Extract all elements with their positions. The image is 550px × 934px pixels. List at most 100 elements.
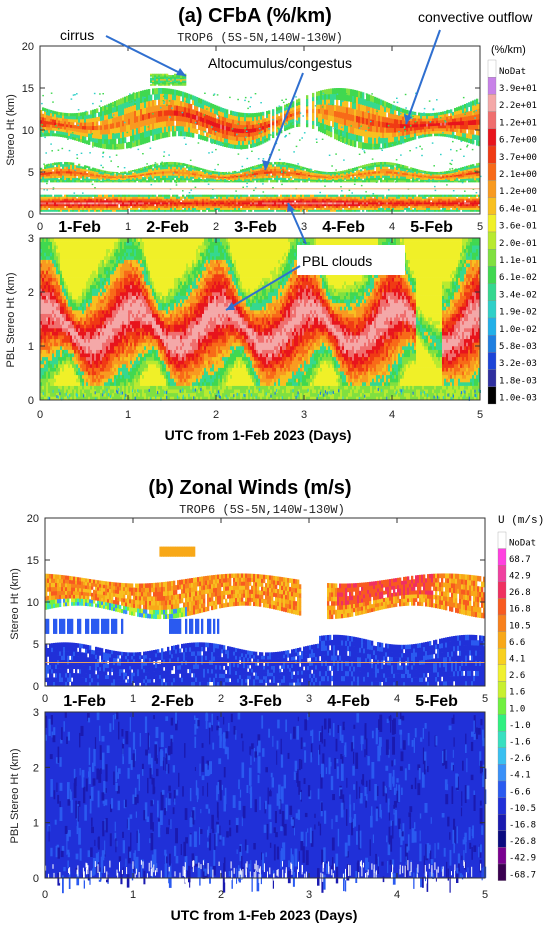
colorbar-label: 1.6 — [509, 688, 525, 698]
chart-a-lower-plot — [39, 237, 481, 401]
colorbar-label: 1.1e-01 — [499, 256, 537, 266]
day-label: 1-Feb — [63, 693, 106, 710]
x-tick-label: 3 — [301, 409, 307, 421]
colorbar-label: -6.6 — [509, 787, 531, 797]
colorbar-label: 2.6 — [509, 671, 525, 681]
x-tick-label: 5 — [477, 409, 483, 421]
day-label: 2-Feb — [146, 219, 189, 236]
colorbar-label: -42.9 — [509, 854, 536, 864]
x-tick-label-upper: 1 — [125, 221, 131, 233]
colorbar-swatch — [497, 797, 507, 815]
colorbar-swatch — [487, 59, 497, 78]
colorbar-swatch — [487, 369, 497, 387]
pbl-y-tick-label: 1 — [28, 341, 34, 353]
colorbar-label: 42.9 — [509, 571, 531, 581]
colorbar-swatch — [497, 764, 507, 782]
chart-a-lower-field — [40, 238, 481, 401]
chart-a-colorbar: NoDat 3.9e+01 2.2e+01 1.2e+01 6.7e+00 3.7e+00… — [487, 59, 537, 405]
y-tick-label: 15 — [22, 83, 34, 95]
pbl-y-tick-label: 3 — [28, 233, 34, 245]
chart-b-lower-plot — [44, 711, 487, 894]
colorbar-label: 1.8e-03 — [499, 376, 537, 386]
x-tick-label: 3 — [306, 889, 312, 901]
colorbar-swatch — [497, 714, 507, 732]
chart-a-subtitle: TROP6 (5S-5N,140W-130W) — [177, 31, 343, 45]
colorbar-label: 3.4e-02 — [499, 290, 537, 300]
x-tick-label: 0 — [42, 889, 48, 901]
y-tick-label: 20 — [27, 513, 39, 525]
colorbar-label: 3.2e-03 — [499, 359, 537, 369]
day-label: 2-Feb — [151, 693, 194, 710]
colorbar-swatch — [487, 214, 497, 233]
colorbar-label: 3.9e+01 — [499, 84, 537, 94]
colorbar-label: 10.5 — [509, 621, 531, 631]
colorbar-label: 68.7 — [509, 555, 531, 565]
y-tick-label: 15 — [27, 555, 39, 567]
y-tick-label: 5 — [28, 167, 34, 179]
colorbar-swatch — [497, 648, 507, 665]
colorbar-swatch — [487, 352, 497, 370]
colorbar-swatch — [487, 335, 497, 353]
colorbar-label: -1.6 — [509, 737, 531, 747]
colorbar-label: 1.2e+01 — [499, 118, 537, 128]
annotation-pbl-clouds: PBL clouds — [302, 253, 372, 269]
x-tick-label-upper: 5 — [477, 221, 483, 233]
chart-a-lower-ylabel: PBL Stereo Ht (km) — [5, 273, 17, 368]
x-tick-label: 1 — [130, 889, 136, 901]
colorbar-label: NoDat — [509, 538, 536, 548]
colorbar-label: 6.6 — [509, 638, 525, 648]
chart-b-upper-field — [45, 546, 486, 687]
y-tick-label: 0 — [33, 681, 39, 693]
chart-b-upper-plot — [44, 517, 486, 687]
colorbar-label: 6.1e-02 — [499, 273, 537, 283]
chart-b-title: (b) Zonal Winds (m/s) — [148, 477, 351, 499]
x-tick-label: 4 — [389, 409, 395, 421]
x-tick-label-upper: 5 — [482, 693, 488, 705]
colorbar-label: -26.8 — [509, 837, 536, 847]
y-tick-label: 0 — [28, 209, 34, 221]
colorbar-swatch — [497, 731, 507, 748]
colorbar-swatch — [487, 300, 497, 319]
colorbar-label: -10.5 — [509, 804, 536, 814]
day-label: 3-Feb — [234, 219, 277, 236]
colorbar-label: 2.2e+01 — [499, 101, 537, 111]
colorbar-label: 1.0 — [509, 704, 525, 714]
colorbar-swatch — [497, 780, 507, 798]
colorbar-label: -16.8 — [509, 820, 536, 830]
colorbar-label: 1.0e-03 — [499, 394, 537, 404]
x-tick-label-upper: 0 — [37, 221, 43, 233]
day-label: 1-Feb — [58, 219, 101, 236]
colorbar-swatch — [487, 111, 497, 129]
colorbar-swatch — [497, 830, 507, 848]
x-tick-label: 2 — [213, 409, 219, 421]
pbl-y-tick-label: 1 — [33, 818, 39, 830]
y-tick-label: 5 — [33, 639, 39, 651]
x-tick-label-upper: 3 — [301, 221, 307, 233]
day-label: 5-Feb — [410, 219, 453, 236]
colorbar-label: 2.1e+00 — [499, 170, 537, 180]
chart-a-title: (a) CFbA (%/km) — [178, 5, 332, 27]
colorbar-swatch — [497, 681, 507, 699]
colorbar-swatch — [497, 614, 507, 632]
chart-b-upper-ylabel: Stereo Ht (km) — [9, 568, 21, 640]
colorbar-swatch — [487, 94, 497, 112]
colorbar-swatch — [497, 631, 507, 649]
colorbar-swatch — [487, 145, 497, 164]
colorbar-label: 1.2e+00 — [499, 187, 537, 197]
x-tick-label: 1 — [125, 409, 131, 421]
colorbar-swatch — [497, 814, 507, 831]
colorbar-label: 3.7e+00 — [499, 153, 537, 163]
colorbar-swatch — [497, 847, 507, 865]
y-tick-label: 20 — [22, 41, 34, 53]
x-tick-label-upper: 3 — [306, 693, 312, 705]
colorbar-swatch — [497, 598, 507, 616]
day-label: 4-Feb — [327, 693, 370, 710]
chart-a-annotations: cirrus Altocumulus/congestus convective … — [60, 9, 533, 311]
annotation-cirrus: cirrus — [60, 27, 94, 43]
x-tick-label: 0 — [37, 409, 43, 421]
x-tick-label-upper: 2 — [218, 693, 224, 705]
colorbar-label: 1.9e-02 — [499, 308, 537, 318]
day-label: 4-Feb — [322, 219, 365, 236]
